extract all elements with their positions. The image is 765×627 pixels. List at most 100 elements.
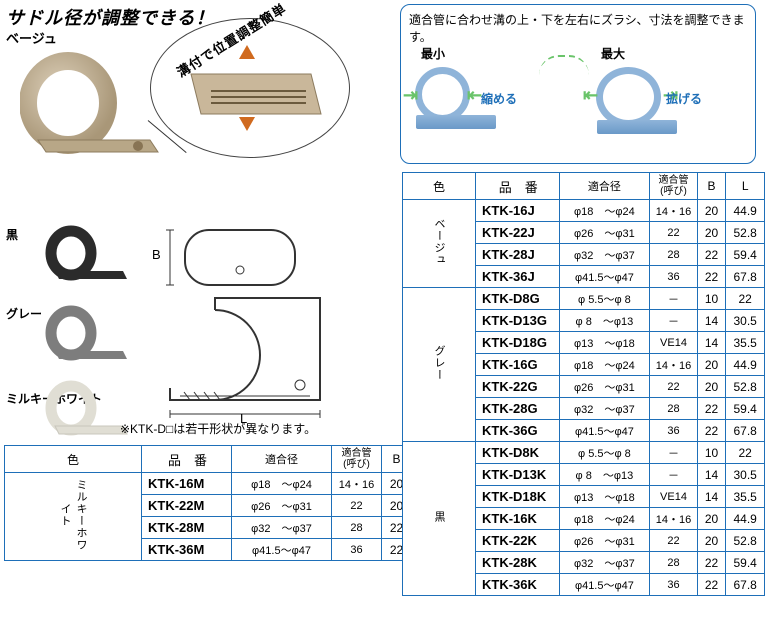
- label-max: 最大: [601, 45, 625, 62]
- cell-B: 22: [697, 574, 726, 596]
- cell-model: KTK-36J: [476, 266, 560, 288]
- cell-model: KTK-28J: [476, 244, 560, 266]
- cell-L: 67.8: [726, 420, 765, 442]
- cell-range: φ 8 ～φ13: [559, 464, 650, 486]
- cell-range: φ18 ～φ24: [232, 473, 332, 495]
- label-beige: ベージュ: [6, 28, 57, 47]
- dimension-diagram: [150, 220, 360, 420]
- cell-pipe: －: [650, 464, 697, 486]
- cell-B: 22: [697, 244, 726, 266]
- cell-L: 35.5: [726, 486, 765, 508]
- cell-model: KTK-22J: [476, 222, 560, 244]
- table-header-row: 色 品 番 適合径 適合管(呼び) B L: [5, 446, 452, 473]
- ring-min-icon: [415, 67, 470, 122]
- cell-B: 22: [697, 552, 726, 574]
- cell-pipe: 22: [332, 495, 382, 517]
- cell-model: KTK-28M: [142, 517, 232, 539]
- label-min: 最小: [421, 45, 445, 62]
- cell-pipe: 36: [332, 539, 382, 561]
- cell-B: 14: [697, 310, 726, 332]
- cell-range: φ26 ～φ31: [559, 222, 650, 244]
- cell-range: φ26 ～φ31: [232, 495, 332, 517]
- infobox-text: 適合管に合わせ溝の上・下を左右にズラシ、寸法を調整できます。: [409, 11, 747, 45]
- color-group-cell: 黒: [403, 442, 476, 596]
- cell-L: 67.8: [726, 574, 765, 596]
- table-row: グレーKTK-D8Gφ 5.5～φ 8－1022: [403, 288, 765, 310]
- cell-model: KTK-22K: [476, 530, 560, 552]
- th-l: L: [726, 173, 765, 200]
- th-model: 品 番: [476, 173, 560, 200]
- cell-L: 22: [726, 442, 765, 464]
- cell-B: 20: [697, 376, 726, 398]
- label-shrink: 縮める: [481, 90, 517, 107]
- arrow-out-left-icon: ⇤: [583, 85, 598, 106]
- th-range: 適合径: [232, 446, 332, 473]
- table-row: ミルキーホワイトKTK-16Mφ18 ～φ2414・162044.9: [5, 473, 452, 495]
- cell-L: 52.8: [726, 530, 765, 552]
- cell-pipe: 14・16: [650, 354, 697, 376]
- th-pipe: 適合管(呼び): [332, 446, 382, 473]
- cell-model: KTK-D13K: [476, 464, 560, 486]
- cell-pipe: 22: [650, 530, 697, 552]
- cell-L: 52.8: [726, 222, 765, 244]
- cell-pipe: 14・16: [332, 473, 382, 495]
- cell-model: KTK-16M: [142, 473, 232, 495]
- color-group-cell: ベージュ: [403, 200, 476, 288]
- cell-pipe: 28: [332, 517, 382, 539]
- cell-range: φ41.5～φ47: [559, 420, 650, 442]
- cell-model: KTK-D8K: [476, 442, 560, 464]
- table-header-row: 色 品 番 適合径 適合管(呼び) B L: [403, 173, 765, 200]
- cell-B: 20: [697, 200, 726, 222]
- dim-b-label: B: [152, 247, 161, 262]
- cell-pipe: －: [650, 288, 697, 310]
- saddle-grey-icon: [45, 305, 135, 365]
- cell-model: KTK-16K: [476, 508, 560, 530]
- cell-L: 59.4: [726, 552, 765, 574]
- cell-model: KTK-28G: [476, 398, 560, 420]
- cell-range: φ32 ～φ37: [232, 517, 332, 539]
- cell-range: φ18 ～φ24: [559, 354, 650, 376]
- cell-B: 10: [697, 288, 726, 310]
- cell-B: 14: [697, 464, 726, 486]
- cell-L: 44.9: [726, 508, 765, 530]
- cell-L: 59.4: [726, 244, 765, 266]
- cell-model: KTK-16G: [476, 354, 560, 376]
- cell-range: φ32 ～φ37: [559, 244, 650, 266]
- cell-pipe: 28: [650, 552, 697, 574]
- cell-range: φ41.5～φ47: [232, 539, 332, 561]
- th-model: 品 番: [142, 446, 232, 473]
- cell-B: 20: [697, 222, 726, 244]
- cell-L: 30.5: [726, 464, 765, 486]
- cell-range: φ26 ～φ31: [559, 376, 650, 398]
- cell-L: 44.9: [726, 354, 765, 376]
- cell-L: 59.4: [726, 398, 765, 420]
- cell-pipe: 36: [650, 420, 697, 442]
- dashed-arrow-icon: [539, 55, 589, 75]
- cell-B: 22: [697, 398, 726, 420]
- cell-model: KTK-28K: [476, 552, 560, 574]
- cell-B: 22: [697, 420, 726, 442]
- saddle-black-icon: [45, 225, 135, 285]
- label-expand: 拡げる: [666, 90, 702, 107]
- spec-table-milky: 色 品 番 適合径 適合管(呼び) B L ミルキーホワイトKTK-16Mφ18…: [4, 445, 452, 561]
- cell-model: KTK-16J: [476, 200, 560, 222]
- cell-pipe: 36: [650, 266, 697, 288]
- cell-model: KTK-22G: [476, 376, 560, 398]
- th-range: 適合径: [559, 173, 650, 200]
- cell-range: φ18 ～φ24: [559, 200, 650, 222]
- cell-L: 35.5: [726, 332, 765, 354]
- cell-L: 30.5: [726, 310, 765, 332]
- cell-pipe: 28: [650, 244, 697, 266]
- cell-model: KTK-36K: [476, 574, 560, 596]
- arrow-in-right-icon: ⇥: [403, 85, 418, 106]
- cell-L: 67.8: [726, 266, 765, 288]
- cell-B: 20: [697, 530, 726, 552]
- cell-model: KTK-D13G: [476, 310, 560, 332]
- cell-pipe: 22: [650, 222, 697, 244]
- cell-model: KTK-36G: [476, 420, 560, 442]
- th-pipe: 適合管(呼び): [650, 173, 697, 200]
- callout-bubble: [150, 18, 350, 158]
- arrow-in-left-icon: ⇤: [467, 85, 482, 106]
- cell-pipe: 28: [650, 398, 697, 420]
- color-group-cell: ミルキーホワイト: [5, 473, 142, 561]
